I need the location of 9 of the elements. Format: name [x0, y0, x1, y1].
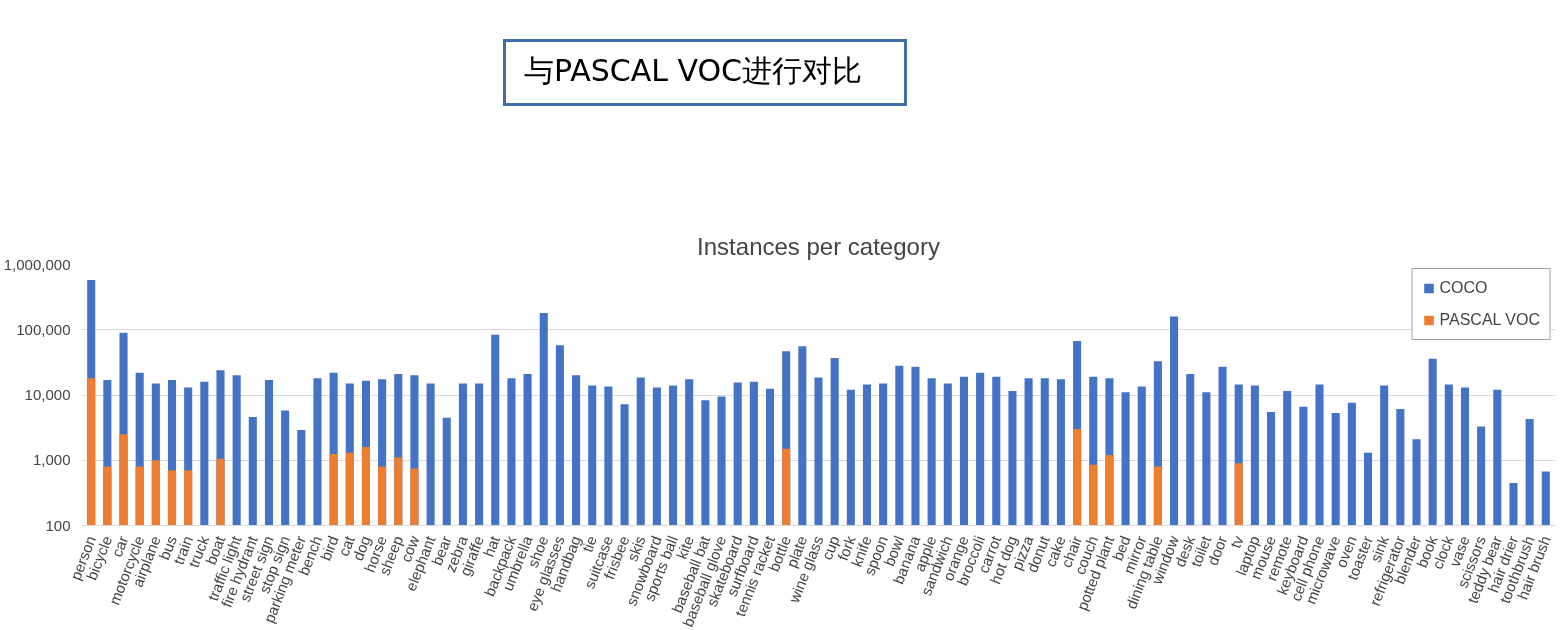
legend-label: PASCAL VOC [1439, 311, 1540, 329]
y-tick-label: 10,000 [24, 386, 71, 403]
y-tick-label: 1,000 [32, 451, 71, 469]
legend-label: COCO [1439, 279, 1488, 297]
chart-subtitle: Instances per category [697, 232, 940, 260]
y-tick-label: 100 [45, 516, 71, 534]
chart-title: 与PASCAL VOC进行对比 [503, 39, 907, 106]
y-tick-label: 1,000,000 [3, 255, 71, 273]
y-tick-label: 100,000 [16, 320, 71, 338]
